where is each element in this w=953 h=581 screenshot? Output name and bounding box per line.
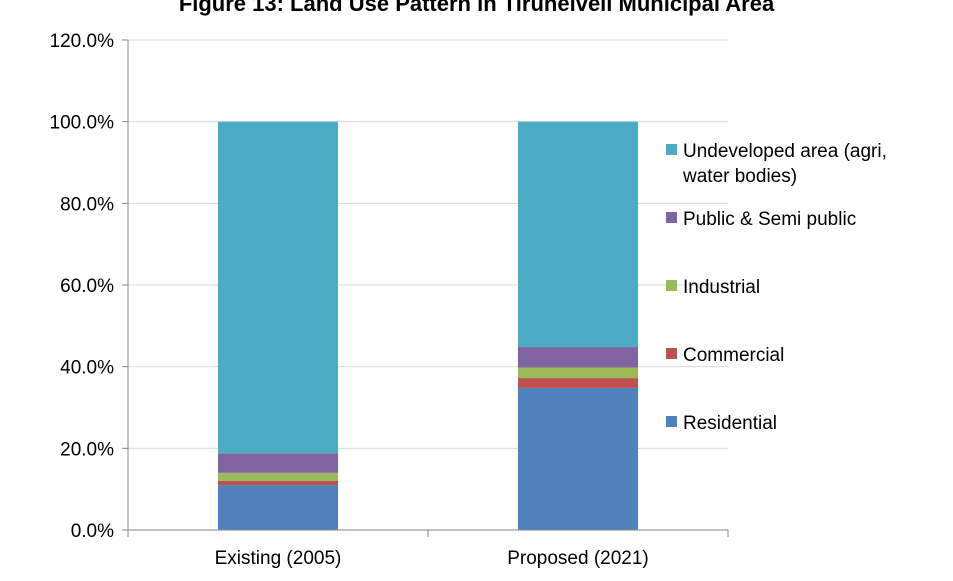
y-tick-label: 0.0% [71, 521, 114, 542]
legend-label: Public & Semi public [683, 209, 856, 230]
chart-title: Figure 13: Land Use Pattern in Tirunelve… [178, 0, 775, 16]
y-tick-label: 80.0% [60, 194, 114, 215]
legend-label: Undeveloped area (agri, [683, 141, 887, 162]
y-tick-label: 100.0% [50, 113, 115, 134]
legend-label: water bodies) [682, 166, 797, 187]
bar-segment-industrial [518, 367, 638, 379]
bar-segment-commercial [218, 481, 338, 486]
legend-label: Residential [683, 413, 777, 434]
bar-segment-residential [218, 485, 338, 530]
y-tick-label: 20.0% [60, 439, 114, 460]
x-category-label: Existing (2005) [215, 548, 342, 569]
y-tick-label: 120.0% [50, 31, 115, 52]
y-tick-label: 60.0% [60, 276, 114, 297]
bar-segment-commercial [518, 378, 638, 388]
legend-swatch [666, 144, 677, 155]
bar-segment-public-semi-public [518, 347, 638, 368]
legend-swatch [666, 416, 677, 427]
legend-label: Commercial [683, 345, 784, 366]
x-category-label: Proposed (2021) [507, 548, 649, 569]
legend-swatch [666, 280, 677, 291]
legend: Undeveloped area (agri, water bodies) Publ… [666, 141, 887, 434]
bars [218, 121, 638, 530]
legend-swatch [666, 348, 677, 359]
legend-label: Industrial [683, 277, 760, 298]
bar-segment-undeveloped-area-agri-water-bodies [518, 121, 638, 348]
axes: 0.0% 20.0% 40.0% 60.0% 80.0% 100.0% 120.0% Exis… [50, 31, 729, 569]
bar-segment-industrial [218, 472, 338, 481]
bar-segment-residential [518, 387, 638, 530]
bar-segment-undeveloped-area-agri-water-bodies [218, 121, 338, 454]
legend-swatch [666, 212, 677, 223]
bar-segment-public-semi-public [218, 453, 338, 473]
y-tick-label: 40.0% [60, 358, 114, 379]
